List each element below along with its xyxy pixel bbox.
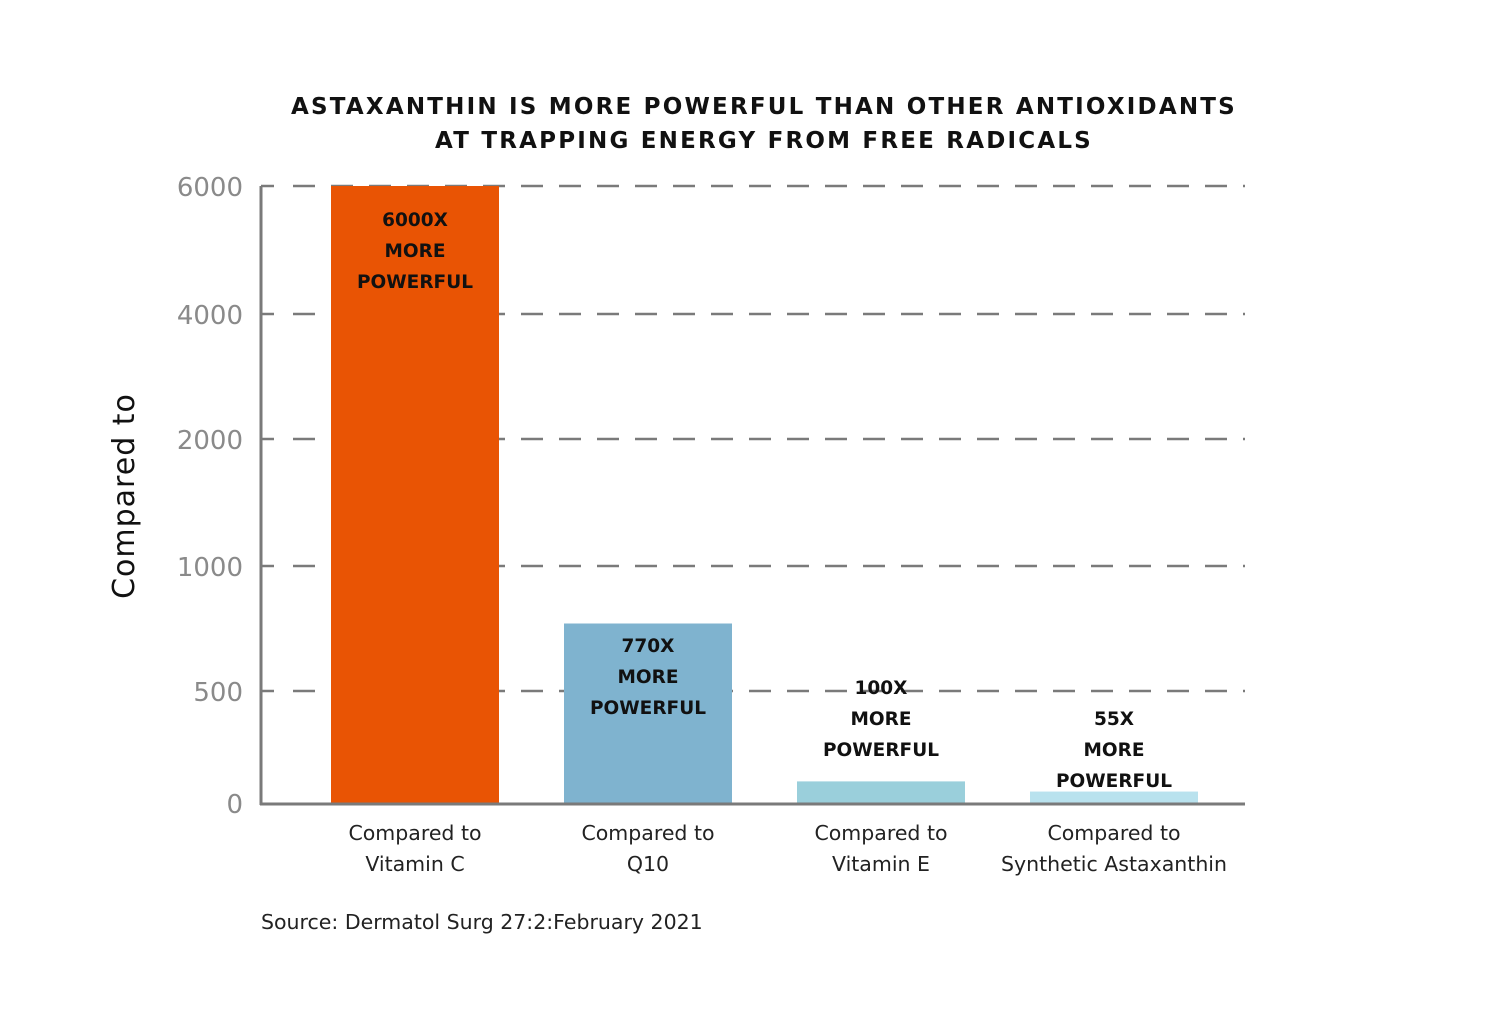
bar-data-label: 770X	[622, 636, 675, 657]
y-axis-ticks: 6000 4000 2000 1000 500 0	[177, 173, 274, 820]
bar-data-label: POWERFUL	[1056, 771, 1172, 792]
x-category-label: Q10	[627, 852, 669, 876]
y-axis-label: Compared to	[107, 393, 142, 599]
x-category-label: Vitamin E	[832, 852, 930, 876]
bar	[1030, 791, 1198, 804]
x-category-label: Synthetic Astaxanthin	[1001, 852, 1227, 876]
y-tick-label: 0	[226, 790, 243, 820]
x-category-label: Vitamin C	[365, 852, 464, 876]
y-tick-label: 2000	[177, 426, 243, 456]
bar-data-label: 6000X	[382, 210, 448, 231]
bar-data-label: POWERFUL	[823, 740, 939, 761]
y-tick-label: 1000	[177, 553, 243, 583]
bar-data-label: POWERFUL	[357, 272, 473, 293]
y-tick-label: 4000	[177, 301, 243, 331]
x-category-label: Compared to	[348, 821, 481, 845]
chart-title-line: ASTAXANTHIN IS MORE POWERFUL THAN OTHER …	[291, 94, 1237, 120]
y-tick-label: 6000	[177, 173, 243, 203]
bar-data-label: MORE	[1083, 740, 1144, 761]
bar	[564, 623, 732, 804]
bar-data-label: MORE	[850, 709, 911, 730]
bar-data-label: 55X	[1094, 709, 1134, 730]
bar-data-label: MORE	[617, 667, 678, 688]
bars	[331, 186, 1198, 804]
x-category-label: Compared to	[1047, 821, 1180, 845]
bar-data-label: POWERFUL	[590, 698, 706, 719]
bar	[331, 186, 499, 804]
bar-data-labels: 6000X MORE POWERFUL 770X MORE POWERFUL 100X MOR…	[357, 210, 1172, 792]
axes	[259, 186, 1245, 806]
chart-title-line: AT TRAPPING ENERGY FROM FREE RADICALS	[435, 128, 1093, 154]
bar	[797, 781, 965, 804]
x-axis-categories: Compared to Vitamin C Compared to Q10 Compar…	[348, 821, 1227, 876]
bar-data-label: MORE	[384, 241, 445, 262]
x-category-label: Compared to	[814, 821, 947, 845]
x-category-label: Compared to	[581, 821, 714, 845]
source-note: Source: Dermatol Surg 27:2:February 2021	[261, 910, 703, 934]
y-tick-label: 500	[193, 678, 243, 708]
bar-data-label: 100X	[855, 678, 908, 699]
chart-title: ASTAXANTHIN IS MORE POWERFUL THAN OTHER …	[291, 94, 1237, 154]
